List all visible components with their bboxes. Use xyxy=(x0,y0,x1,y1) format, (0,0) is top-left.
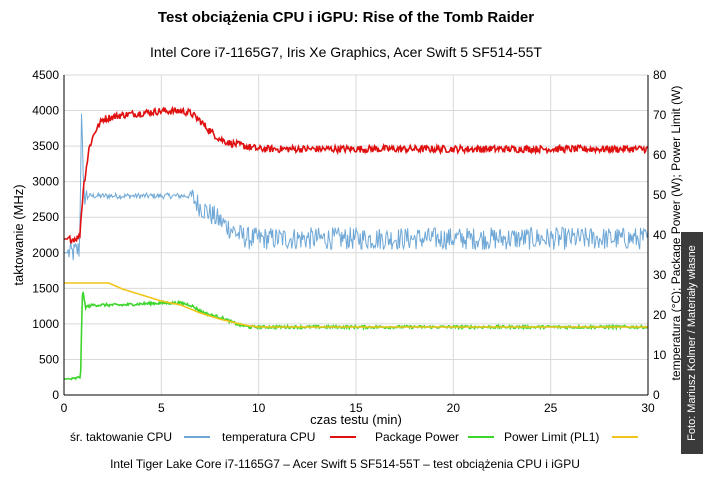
credit-band xyxy=(681,232,703,454)
x-tick-label: 15 xyxy=(349,401,363,415)
y-tick-label-right: 50 xyxy=(653,188,667,202)
x-tick-label: 0 xyxy=(61,401,68,415)
legend-label: temperatura CPU xyxy=(222,430,315,444)
x-tick-label: 25 xyxy=(544,401,558,415)
y-tick-label-left: 3000 xyxy=(32,175,59,189)
y-tick-label-left: 4500 xyxy=(32,68,59,82)
x-tick-label: 10 xyxy=(252,401,266,415)
x-tick-label: 20 xyxy=(447,401,461,415)
y-tick-label-right: 30 xyxy=(653,268,667,282)
y-tick-label-left: 2000 xyxy=(32,246,59,260)
y-tick-label-left: 0 xyxy=(52,388,59,402)
y-tick-label-right: 70 xyxy=(653,108,667,122)
chart-title: Test obciążenia CPU i iGPU: Rise of the … xyxy=(158,9,534,26)
y-tick-label-left: 1500 xyxy=(32,281,59,295)
y-tick-label-left: 1000 xyxy=(32,317,59,331)
series-line-temperatura-cpu xyxy=(64,105,649,244)
axes xyxy=(63,75,649,396)
y-tick-label-right: 80 xyxy=(653,68,667,82)
legend-label: śr. taktowanie CPU xyxy=(70,430,172,444)
x-tick-label: 30 xyxy=(641,401,655,415)
series-line--r-taktowanie-cpu xyxy=(64,113,649,261)
y-tick-label-left: 2500 xyxy=(32,210,59,224)
y-tick-label-right: 60 xyxy=(653,148,667,162)
y-tick-label-right: 40 xyxy=(653,228,667,242)
x-axis-label: czas testu (min) xyxy=(310,412,402,427)
series-line-power-limit-pl1- xyxy=(64,282,648,328)
series-lines xyxy=(64,105,649,381)
y-axis-label-right: temperatura (°C); Package Power (W); Pow… xyxy=(669,86,683,381)
figure-caption: Intel Tiger Lake Core i7-1165G7 – Acer S… xyxy=(110,457,580,471)
y-tick-label-right: 20 xyxy=(653,308,667,322)
legend-label: Package Power xyxy=(375,430,459,444)
grid xyxy=(63,74,649,396)
y-tick-label-left: 3500 xyxy=(32,139,59,153)
y-axis-label-left: taktowanie (MHz) xyxy=(11,184,26,285)
chart-subtitle: Intel Core i7-1165G7, Iris Xe Graphics, … xyxy=(150,44,542,60)
y-tick-label-left: 500 xyxy=(39,352,59,366)
legend-label: Power Limit (PL1) xyxy=(504,430,599,444)
y-tick-label-right: 10 xyxy=(653,348,667,362)
photo-credit: Foto: Mariusz Kolmer / Materiały własne xyxy=(686,245,698,441)
y-tick-label-left: 4000 xyxy=(32,104,59,118)
x-tick-label: 5 xyxy=(158,401,165,415)
y-tick-label-right: 0 xyxy=(653,388,660,402)
legend: śr. taktowanie CPU temperatura CPU Package… xyxy=(70,430,638,444)
